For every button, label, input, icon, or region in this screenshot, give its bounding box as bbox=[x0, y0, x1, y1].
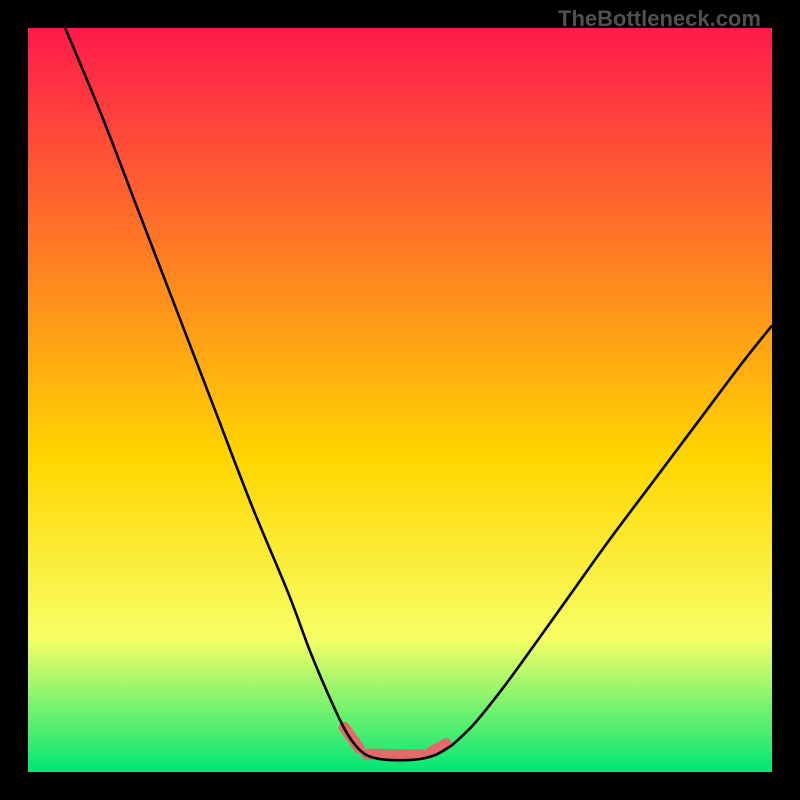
curve-left bbox=[65, 28, 452, 760]
chart-frame: TheBottleneck.com bbox=[0, 0, 800, 800]
chart-svg bbox=[0, 0, 800, 800]
valley-marker bbox=[367, 754, 421, 755]
curve-right bbox=[452, 326, 772, 746]
watermark-text: TheBottleneck.com bbox=[558, 6, 761, 32]
